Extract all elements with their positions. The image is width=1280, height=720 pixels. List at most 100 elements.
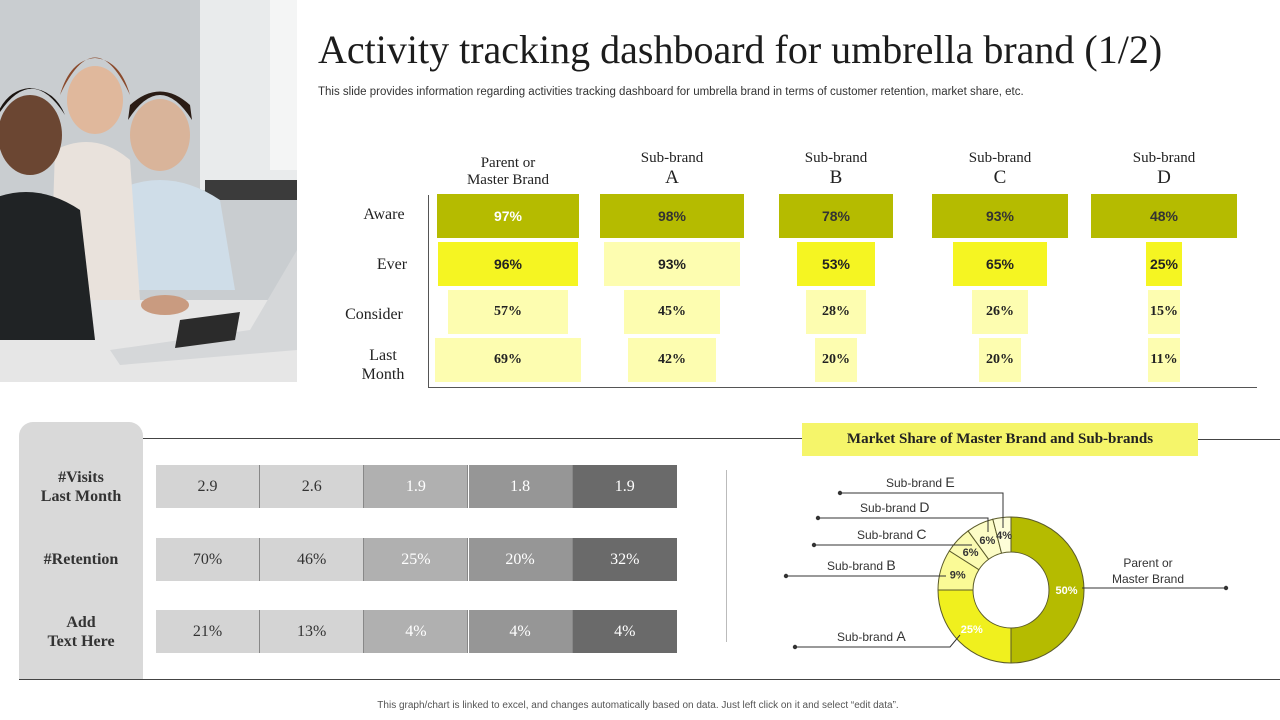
col-header-sub-b: Sub-brand B	[776, 150, 896, 189]
row-label-line1: Last	[369, 347, 397, 364]
funnel-bar-value: 78%	[821, 208, 850, 224]
legend-label-prefix: Sub-brand	[827, 559, 886, 573]
market-share-title: Market Share of Master Brand and Sub-bra…	[802, 423, 1198, 456]
col-header-sub-c: Sub-brand C	[940, 150, 1060, 189]
funnel-bar: 26%	[972, 290, 1028, 334]
legend-label-prefix: Sub-brand	[886, 476, 945, 490]
metric-cell: 2.6	[260, 465, 365, 508]
donut-slice-label: 4%	[996, 530, 1012, 542]
row-label-line2: Month	[361, 366, 405, 384]
section-separator	[726, 470, 727, 642]
legend-label-prefix: Sub-brand	[837, 630, 896, 644]
row-label-last-month: Last Month	[333, 346, 433, 384]
funnel-bar: 11%	[1148, 338, 1180, 382]
funnel-bar: 20%	[814, 338, 858, 382]
metric-cell: 25%	[364, 538, 469, 581]
leader-dot	[811, 542, 817, 548]
legend-label-prefix: Sub-brand	[857, 528, 916, 542]
row-label-aware: Aware	[334, 205, 434, 224]
col-header-line2: D	[1157, 167, 1171, 189]
funnel-bar-value: 53%	[821, 256, 850, 272]
leader-dot	[815, 515, 821, 521]
legend-label: Sub-brand D	[860, 499, 930, 515]
funnel-bar-value: 20%	[821, 352, 850, 367]
funnel-bar: 96%	[437, 242, 579, 286]
funnel-bar: 69%	[435, 338, 581, 382]
col-header-line1: Sub-brand	[804, 150, 868, 166]
legend-label: Sub-brand C	[857, 526, 927, 542]
funnel-axis-horizontal	[428, 387, 1257, 388]
metric-label-visits: #Visits Last Month	[19, 468, 143, 506]
metric-cell: 21%	[156, 610, 260, 653]
leader-dot	[1223, 585, 1229, 591]
page-subtitle: This slide provides information regardin…	[318, 86, 1024, 98]
metric-label-line1: Add	[66, 614, 96, 631]
metric-cell: 4%	[364, 610, 469, 653]
donut-slice-label: 50%	[1055, 585, 1077, 597]
metric-cell: 20%	[468, 538, 573, 581]
legend-label-letter: B	[886, 557, 895, 573]
col-header-sub-d: Sub-brand D	[1104, 150, 1224, 189]
funnel-bar-value: 26%	[985, 304, 1014, 319]
market-share-divider	[1198, 439, 1280, 440]
funnel-bar-value: 45%	[657, 304, 686, 319]
metric-label-add-text: Add Text Here	[19, 613, 143, 651]
funnel-bar-value: 96%	[493, 256, 522, 272]
legend-label: Sub-brand A	[837, 628, 906, 644]
donut-slice-label: 25%	[961, 624, 983, 636]
leader-line	[840, 492, 1004, 528]
team-photo-illustration	[0, 0, 297, 382]
metric-label-line2: Last Month	[40, 488, 122, 506]
legend-label: Sub-brand E	[886, 474, 955, 490]
funnel-bar: 20%	[978, 338, 1022, 382]
donut-slice-label: 6%	[979, 535, 995, 547]
funnel-bar-value: 97%	[493, 208, 522, 224]
metrics-label-panel	[19, 422, 143, 680]
metric-cell: 32%	[572, 538, 677, 581]
funnel-bar: 98%	[600, 194, 744, 238]
col-header-line1: Sub-brand	[1132, 150, 1196, 166]
metric-cell: 1.9	[364, 465, 469, 508]
metric-cell: 2.9	[156, 465, 260, 508]
footer-note: This graph/chart is linked to excel, and…	[377, 700, 899, 711]
funnel-bar: 28%	[806, 290, 866, 334]
funnel-bar-value: 65%	[985, 256, 1014, 272]
col-header-sub-a: Sub-brand A	[612, 150, 732, 189]
col-header-line2: A	[665, 167, 679, 189]
metric-label-line2: Text Here	[47, 633, 115, 651]
leader-dot	[783, 573, 789, 579]
col-header-line1: Sub-brand	[640, 150, 704, 166]
leader-dot	[792, 644, 798, 650]
funnel-bar: 78%	[779, 194, 893, 238]
funnel-bar: 93%	[932, 194, 1068, 238]
funnel-bar-value: 20%	[985, 352, 1014, 367]
funnel-bar: 65%	[952, 242, 1048, 286]
metric-cell: 1.9	[572, 465, 677, 508]
leader-dot	[837, 490, 843, 496]
row-label-line1: Aware	[363, 206, 405, 223]
metric-cell: 13%	[260, 610, 365, 653]
funnel-bar-value: 25%	[1149, 256, 1179, 272]
col-header-master: Parent or Master Brand	[448, 155, 568, 190]
metric-label-line1: #Retention	[43, 551, 119, 568]
donut-slice	[992, 516, 1012, 554]
funnel-bar: 57%	[447, 290, 569, 334]
metric-label-retention: #Retention	[19, 550, 143, 569]
col-header-line2: Master Brand	[466, 172, 550, 189]
funnel-bar: 53%	[797, 242, 875, 286]
legend-label-letter: A	[896, 628, 906, 644]
legend-label-letter: E	[945, 474, 954, 490]
metric-cell: 70%	[156, 538, 260, 581]
funnel-bar-value: 98%	[657, 208, 686, 224]
metric-cell: 46%	[260, 538, 365, 581]
funnel-bar: 97%	[437, 194, 579, 238]
legend-label: Sub-brand B	[827, 557, 896, 573]
col-header-line2: C	[993, 167, 1007, 189]
team-photo	[0, 0, 297, 382]
funnel-bar-value: 93%	[985, 208, 1014, 224]
donut-slice	[937, 589, 1012, 664]
page-title: Activity tracking dashboard for umbrella…	[318, 27, 1163, 72]
legend-label-letter: D	[919, 499, 929, 515]
funnel-bar-value: 42%	[657, 352, 686, 367]
